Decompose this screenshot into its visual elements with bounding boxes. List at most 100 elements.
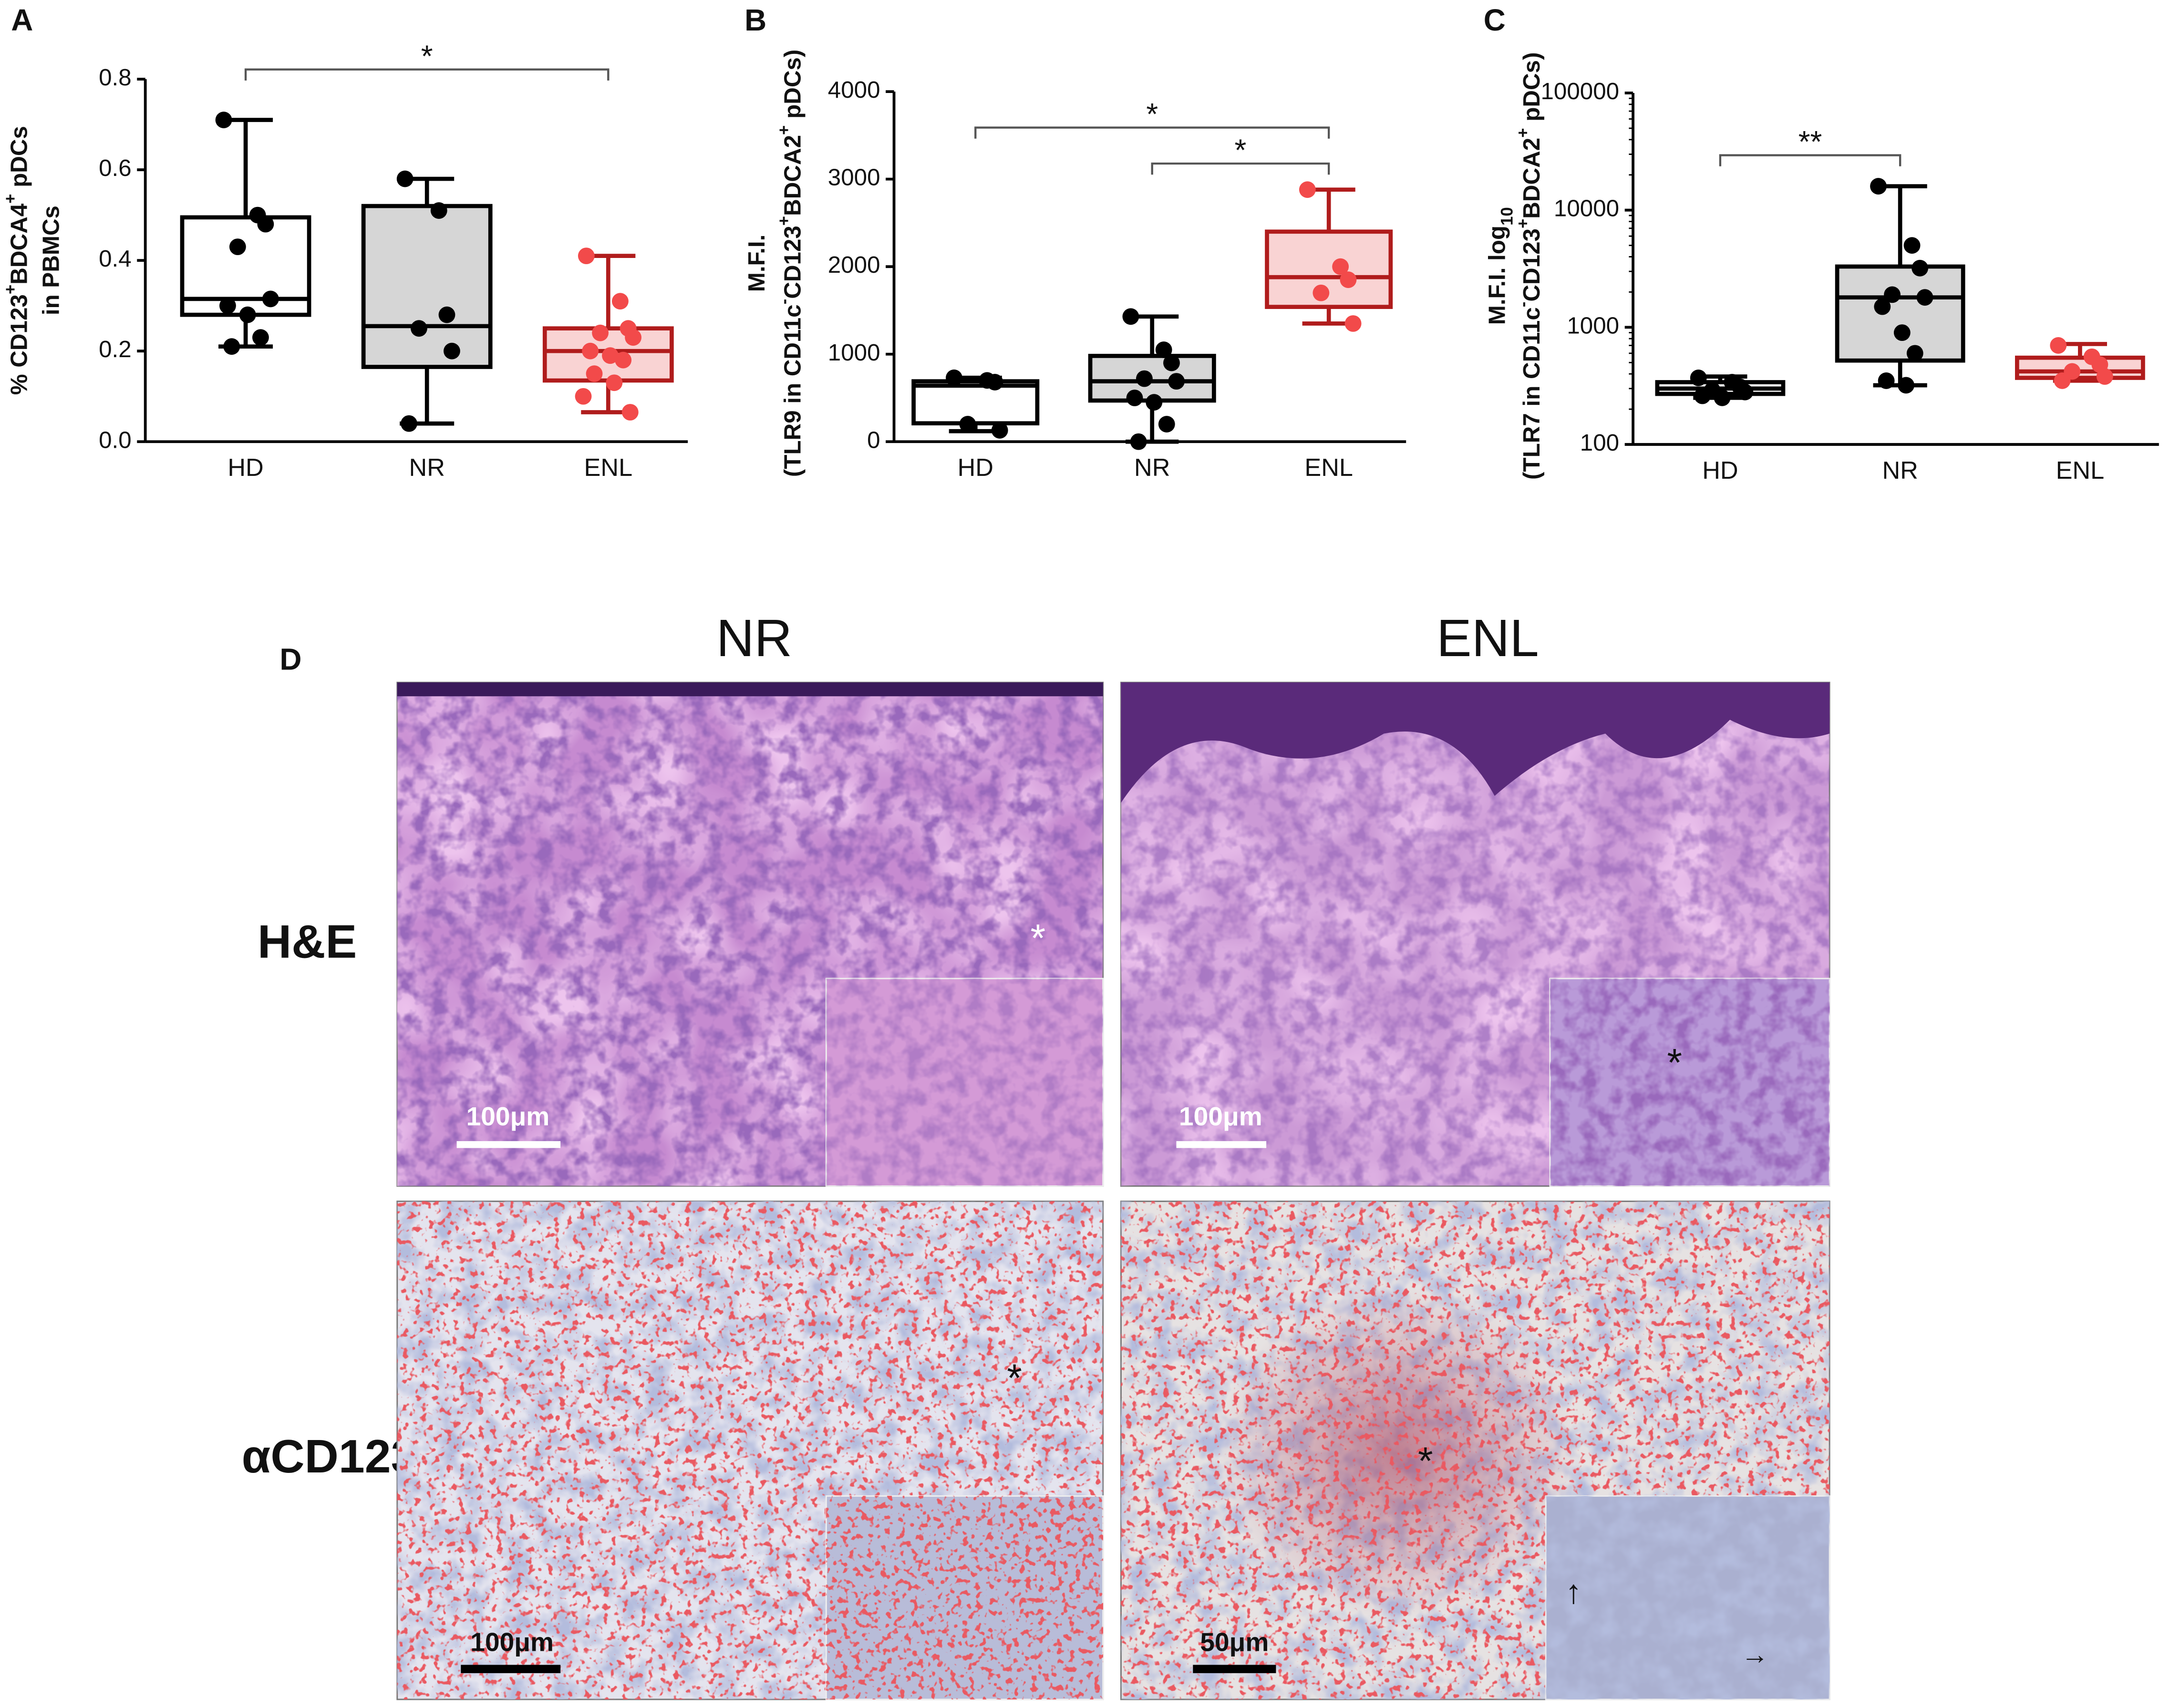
arrow: → [1741, 1639, 1768, 1670]
y-axis-label-part: 10 [1498, 207, 1516, 226]
data-point [1130, 433, 1147, 450]
y-axis-label: (TLR9 in CD11c-CD123+BDCA2+ pDCs) [775, 50, 806, 477]
data-point [1168, 373, 1185, 390]
data-point [2096, 368, 2113, 385]
data-point [411, 320, 427, 337]
data-point [625, 329, 642, 346]
box [911, 379, 1040, 426]
y-axis-label-part: BDCA2 [780, 135, 806, 216]
data-point [1332, 258, 1349, 275]
data-point [1122, 308, 1139, 325]
data-point [946, 369, 962, 386]
marker: * [1418, 1440, 1433, 1483]
data-point [612, 293, 629, 310]
data-point [396, 170, 413, 187]
scale-label: 100μm [470, 1627, 554, 1657]
data-point [592, 324, 609, 341]
x-tick-label: ENL [2056, 457, 2105, 484]
data-point [257, 216, 274, 233]
y-axis-label: M.F.I. log10 [1484, 207, 1517, 325]
data-point [986, 374, 1003, 391]
data-point [1870, 178, 1887, 195]
data-point [1736, 383, 1754, 401]
y-axis-label-part: pDCs) [1519, 52, 1545, 128]
y-axis-label-part: BDCA4 [6, 203, 32, 284]
data-point [1690, 370, 1707, 386]
data-point [229, 238, 246, 256]
row-title: αCD123 [242, 1430, 417, 1482]
data-point [1299, 181, 1316, 198]
y-axis-label-part: M.F.I. log [1484, 226, 1510, 325]
y-axis-label-part: - [775, 299, 793, 305]
panel-letter: A [11, 3, 33, 37]
data-point [430, 202, 447, 219]
data-point [219, 297, 236, 314]
column-title: ENL [1436, 609, 1539, 668]
y-tick-label: 1000 [828, 340, 880, 366]
significance-label: ** [1798, 124, 1822, 159]
data-point [1714, 389, 1731, 406]
y-tick-label: 100000 [1540, 78, 1619, 104]
significance-bar [1719, 154, 1901, 166]
data-point [1898, 377, 1915, 394]
x-tick-label: NR [1134, 454, 1170, 482]
panel-letter: C [1484, 3, 1506, 37]
significance-label: * [1146, 97, 1158, 131]
data-point [1916, 289, 1933, 306]
scale-label: 100μm [466, 1101, 550, 1131]
y-tick-label: 0.0 [99, 427, 132, 453]
x-tick-label: HD [958, 454, 993, 482]
data-point [1884, 286, 1901, 303]
data-point [438, 306, 455, 323]
marker: * [1667, 1041, 1682, 1084]
data-point [1893, 324, 1911, 341]
data-point [578, 247, 595, 265]
data-point [991, 422, 1008, 439]
texture [826, 1496, 1103, 1699]
data-point [1163, 354, 1180, 371]
scale-label: 50μm [1200, 1627, 1269, 1657]
box [1835, 264, 1965, 363]
y-tick-label: 1000 [1567, 312, 1619, 339]
y-tick-label: 0.2 [99, 336, 132, 362]
y-tick-label: 0 [867, 427, 880, 453]
y-axis-label-part: - [1514, 302, 1532, 308]
panel-d: D NR ENL H&E αCD123 100μm * 100μm * 100μ… [242, 609, 1830, 1700]
box [1088, 354, 1216, 403]
data-point [602, 347, 619, 364]
epidermis [397, 682, 1103, 697]
epidermis [1121, 682, 1830, 803]
data-point [1155, 341, 1172, 358]
y-tick-label: 100 [1580, 430, 1619, 456]
y-axis-label: in PBMCs [38, 206, 64, 315]
data-point [1878, 372, 1895, 389]
y-axis-label-part: BDCA2 [1519, 138, 1545, 219]
x-tick-label: ENL [584, 454, 633, 482]
significance-bar [974, 126, 1330, 139]
marker: * [1007, 1357, 1022, 1400]
data-point [606, 374, 623, 391]
y-axis-label-part: (TLR9 in CD11c [780, 304, 806, 477]
data-point [262, 290, 279, 308]
data-point [1694, 387, 1711, 404]
y-tick-label: 0.6 [99, 155, 132, 181]
data-point [2054, 372, 2071, 389]
data-point [1158, 416, 1175, 432]
significance-label: * [1235, 133, 1247, 167]
y-axis-label: (TLR7 in CD11c-CD123+BDCA2+ pDCs) [1514, 52, 1545, 480]
y-tick-label: 3000 [828, 165, 880, 191]
data-point [1146, 394, 1163, 411]
significance-label: * [421, 39, 433, 73]
y-axis-label: % CD123+BDCA4+ pDCs [1, 126, 32, 395]
y-axis-label-part: + [1, 285, 20, 294]
data-point [582, 342, 599, 360]
y-axis-label-part: % CD123 [6, 294, 32, 395]
data-point [621, 404, 639, 421]
scale-label: 100μm [1179, 1101, 1262, 1131]
y-axis-label-part: + [1514, 128, 1532, 137]
y-tick-label: 0.4 [99, 246, 132, 272]
x-tick-label: HD [227, 454, 263, 482]
data-point [252, 329, 269, 346]
significance-bar [244, 68, 610, 81]
